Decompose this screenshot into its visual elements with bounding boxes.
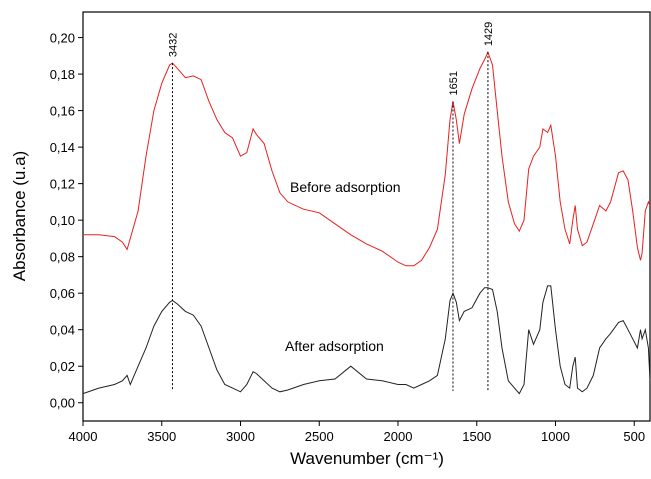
peak-label: 3432 xyxy=(167,33,179,57)
y-axis-label: Absorbance (u.a) xyxy=(10,151,29,281)
y-tick-label: 0,00 xyxy=(50,396,75,411)
y-tick-label: 0,04 xyxy=(50,323,75,338)
y-tick-label: 0,18 xyxy=(50,67,75,82)
spectrum-line xyxy=(83,50,651,267)
y-tick-label: 0,12 xyxy=(50,177,75,192)
series-label: Before adsorption xyxy=(290,179,401,195)
x-tick-label: 2000 xyxy=(384,429,413,444)
spectrum-line xyxy=(82,285,651,395)
x-tick-label: 4000 xyxy=(69,429,98,444)
y-tick-label: 0,02 xyxy=(50,359,75,374)
y-tick-label: 0,14 xyxy=(50,140,75,155)
x-tick-label: 3000 xyxy=(226,429,255,444)
x-tick-label: 2500 xyxy=(305,429,334,444)
peak-label: 1651 xyxy=(448,71,460,95)
peak-label: 1429 xyxy=(483,22,495,46)
x-tick-label: 1500 xyxy=(462,429,491,444)
plot-frame xyxy=(82,11,651,422)
y-tick-label: 0,06 xyxy=(50,286,75,301)
x-tick-label: 3500 xyxy=(147,429,176,444)
y-tick-label: 0,16 xyxy=(50,104,75,119)
x-axis-label: Wavenumber (cm⁻¹) xyxy=(290,449,444,468)
x-tick-label: 500 xyxy=(623,429,645,444)
y-tick-label: 0,08 xyxy=(50,250,75,265)
x-tick-label: 1000 xyxy=(541,429,570,444)
series-label: After adsorption xyxy=(285,338,384,354)
y-tick-label: 0,20 xyxy=(50,31,75,46)
y-tick-label: 0,10 xyxy=(50,213,75,228)
